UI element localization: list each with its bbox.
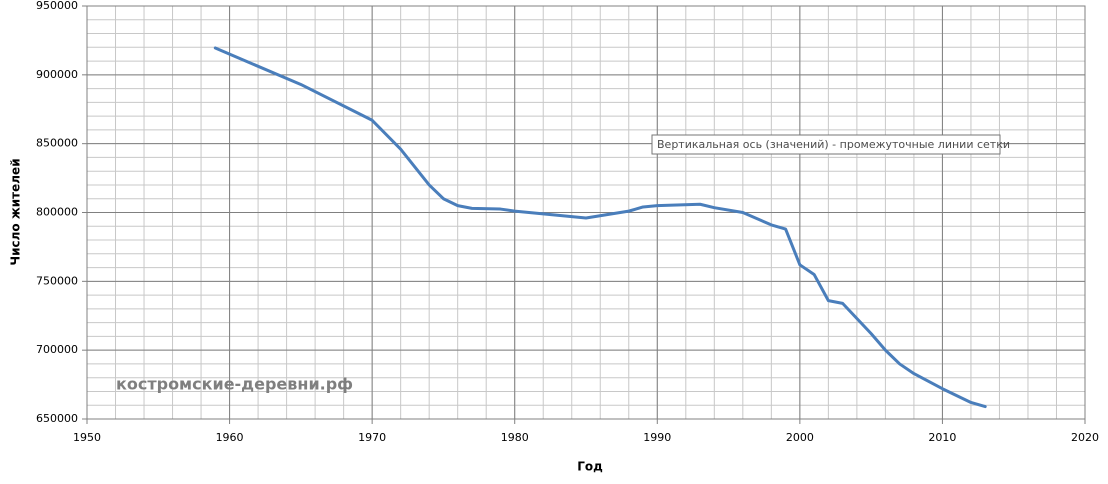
y-axis-title: Число жителей — [9, 158, 23, 265]
x-tick-label: 1970 — [358, 431, 386, 444]
y-tick-label: 950000 — [36, 0, 78, 12]
y-tick-label: 750000 — [36, 274, 78, 287]
y-tick-label: 900000 — [36, 68, 78, 81]
tooltip-text: Вертикальная ось (значений) - промежуточ… — [657, 138, 1010, 151]
tooltip-box — [651, 134, 1001, 155]
x-tick-label: 1960 — [216, 431, 244, 444]
x-tick-label: 1990 — [643, 431, 671, 444]
x-tick-label: 1950 — [73, 431, 101, 444]
x-tick-label: 2010 — [928, 431, 956, 444]
watermark: костромские-деревни.рф — [116, 375, 353, 394]
x-tick-label: 1980 — [501, 431, 529, 444]
y-tick-label: 650000 — [36, 412, 78, 425]
y-tick-label: 800000 — [36, 206, 78, 219]
y-tick-label: 700000 — [36, 343, 78, 356]
data-line — [213, 46, 987, 409]
x-tick-label: 2020 — [1071, 431, 1099, 444]
x-axis-title: Год — [577, 460, 603, 474]
y-tick-label: 850000 — [36, 137, 78, 150]
x-tick-label: 2000 — [786, 431, 814, 444]
